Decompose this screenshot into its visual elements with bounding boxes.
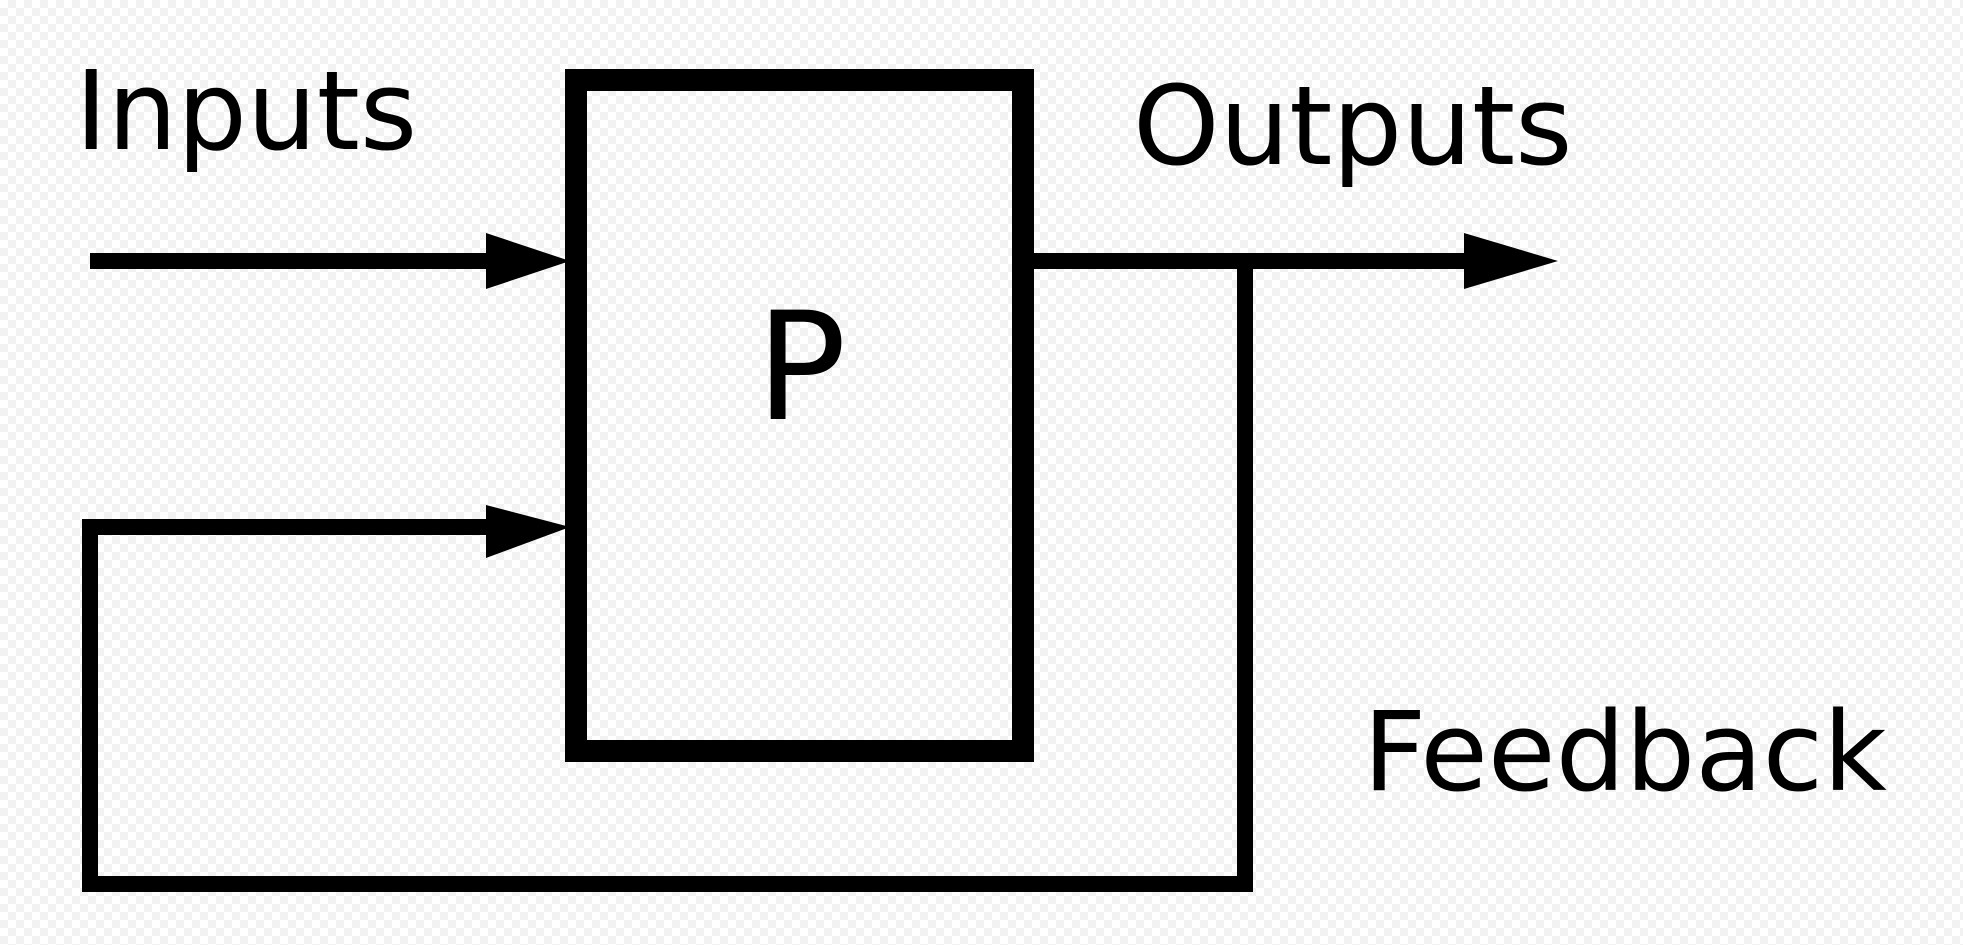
feedback-label: Feedback [1363,688,1887,816]
feedback-path [82,253,1253,892]
input-arrowhead [486,233,570,289]
process-block [565,69,1034,762]
outputs-label: Outputs [1133,62,1573,190]
feedback-arrowhead [486,505,570,558]
inputs-label: Inputs [75,47,418,175]
process-label: P [756,281,847,455]
output-arrowhead [1464,233,1558,289]
